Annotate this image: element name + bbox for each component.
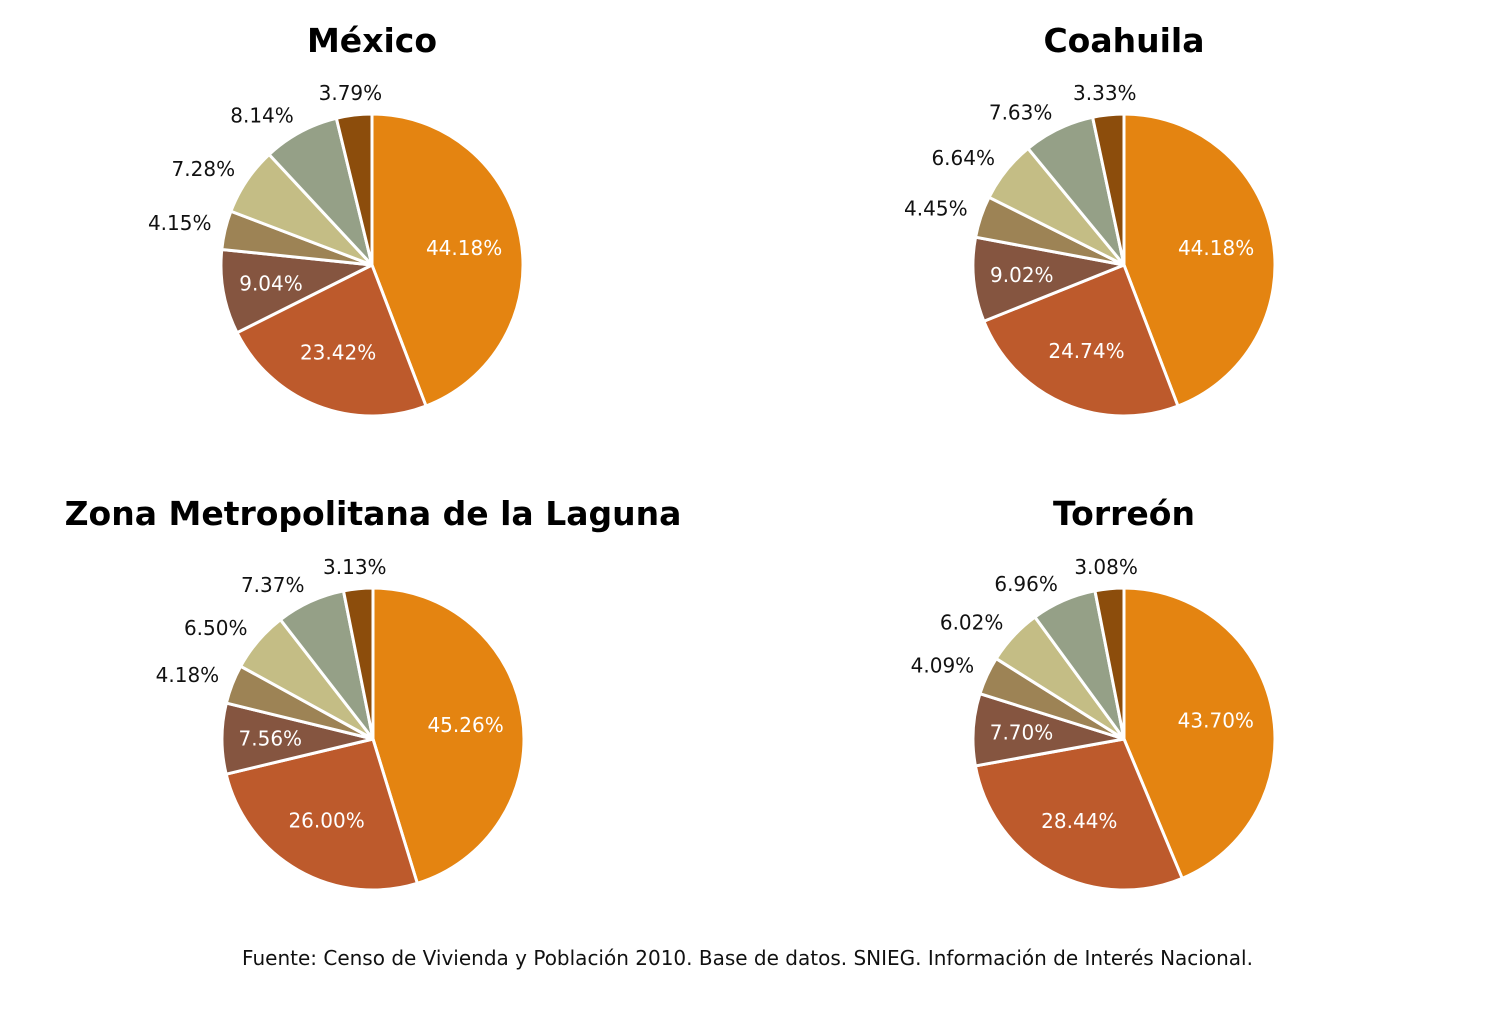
chart-title: Torreón bbox=[1053, 494, 1195, 533]
slice-label: 6.02% bbox=[940, 610, 1004, 634]
pie-slice bbox=[1122, 586, 1277, 880]
slice-label: 44.18% bbox=[426, 236, 502, 260]
slice-label: 3.79% bbox=[319, 81, 383, 105]
pie-chart-3: Zona Metropolitana de la Laguna 45.26% 26.… bbox=[65, 494, 682, 892]
slice-label: 23.42% bbox=[300, 340, 376, 364]
slice-label: 44.18% bbox=[1178, 236, 1254, 260]
pie-slice bbox=[334, 112, 374, 267]
pie-slice bbox=[1093, 586, 1126, 741]
pie-slice bbox=[1091, 112, 1126, 267]
slice-label: 7.70% bbox=[990, 721, 1054, 745]
slice-label: 45.26% bbox=[427, 713, 503, 737]
slice-label: 26.00% bbox=[288, 808, 364, 832]
slice-label: 8.14% bbox=[230, 104, 294, 128]
pie-slice bbox=[224, 737, 419, 892]
slice-label: 6.50% bbox=[184, 616, 248, 640]
chart-title: México bbox=[307, 21, 437, 60]
slice-label: 7.56% bbox=[239, 727, 303, 751]
slice-label: 9.04% bbox=[239, 272, 303, 296]
slice-label: 28.44% bbox=[1041, 809, 1117, 833]
chart-title: Zona Metropolitana de la Laguna bbox=[65, 494, 682, 533]
slice-label: 9.02% bbox=[990, 263, 1054, 287]
slice-label: 43.70% bbox=[1178, 709, 1254, 733]
pie-slice bbox=[371, 586, 526, 885]
pie-slice bbox=[370, 112, 525, 408]
slice-label: 6.96% bbox=[994, 572, 1058, 596]
pie-chart-1: México 44.18% 23.42% 9.04% 4.15% 7.28% 8.14% 3.… bbox=[148, 21, 525, 418]
pie-slice bbox=[235, 263, 428, 418]
slice-label: 3.13% bbox=[323, 555, 387, 579]
pie-chart-2: Coahuila 44.18% 24.74% 9.02% 4.45% 6.64% 7.63%… bbox=[904, 21, 1277, 418]
slice-label: 4.45% bbox=[904, 196, 968, 220]
chart-title: Coahuila bbox=[1043, 21, 1204, 60]
slice-label: 7.28% bbox=[172, 157, 236, 181]
source-note: Fuente: Censo de Vivienda y Población 20… bbox=[242, 946, 1253, 970]
slice-label: 4.18% bbox=[156, 663, 220, 687]
slice-label: 4.09% bbox=[911, 654, 975, 678]
slice-label: 3.33% bbox=[1073, 81, 1137, 105]
pie-slice bbox=[1122, 112, 1277, 408]
slice-label: 3.08% bbox=[1074, 555, 1138, 579]
slice-label: 24.74% bbox=[1048, 339, 1124, 363]
pie-chart-4: Torreón 43.70% 28.44% 7.70% 4.09% 6.02% 6.96% 3… bbox=[911, 494, 1277, 892]
slice-label: 7.63% bbox=[989, 100, 1053, 124]
slice-label: 4.15% bbox=[148, 211, 212, 235]
slice-label: 6.64% bbox=[931, 146, 995, 170]
slice-label: 7.37% bbox=[241, 573, 305, 597]
pie-slice bbox=[219, 247, 374, 335]
pie-slice bbox=[973, 737, 1184, 892]
pie-slice bbox=[341, 586, 375, 741]
